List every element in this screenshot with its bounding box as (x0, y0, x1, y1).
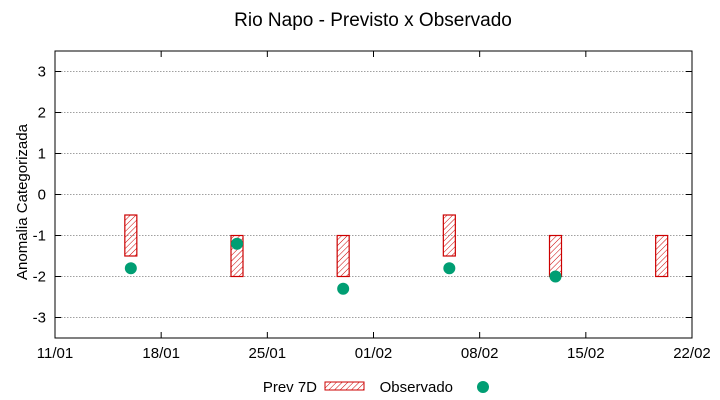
x-tick-label: 15/02 (567, 345, 605, 362)
plot-frame (54, 50, 693, 339)
prev-7d-bar (124, 214, 138, 257)
y-tick-label: -3 (33, 310, 46, 327)
y-tick-label: 1 (38, 146, 46, 163)
observado-point (549, 270, 562, 283)
x-tick-label: 22/02 (673, 345, 711, 362)
y-tick-label: 0 (38, 187, 46, 204)
y-tick-label: 3 (38, 64, 46, 81)
prev-7d-series (124, 214, 669, 278)
chart-title: Rio Napo - Previsto x Observado (234, 10, 512, 31)
x-tick-label: 11/01 (37, 345, 73, 362)
observado-point (443, 262, 456, 275)
x-tick-label: 08/02 (461, 345, 499, 362)
x-axis: 11/01 18/01 25/01 01/02 08/02 15/02 22/02 (37, 51, 711, 362)
y-tick-label: -1 (33, 228, 46, 245)
legend-marker-observado (477, 381, 489, 393)
x-tick-label: 01/02 (355, 345, 393, 362)
legend: Prev 7D Observado (263, 379, 489, 396)
y-tick-label: 2 (38, 105, 46, 122)
legend-label-observado: Observado (380, 379, 453, 396)
prev-7d-bar (336, 234, 350, 278)
x-tick-label: 18/01 (142, 345, 180, 362)
prev-7d-bar (442, 214, 456, 257)
observado-point (337, 282, 350, 295)
prev-7d-bar (548, 234, 563, 278)
legend-swatch-prev-7d (324, 381, 365, 391)
y-axis-title: Anomalia Categorizada (14, 123, 31, 280)
observado-series (124, 237, 562, 295)
observado-point (124, 262, 137, 275)
prev-7d-bar (655, 234, 669, 278)
x-tick-label: 25/01 (249, 345, 287, 362)
legend-label-prev-7d: Prev 7D (263, 379, 317, 396)
observado-point (231, 237, 243, 250)
y-axis: 3 2 1 0 -1 -2 -3 (33, 64, 692, 327)
y-tick-label: -2 (33, 269, 46, 286)
gridlines (55, 71, 692, 318)
